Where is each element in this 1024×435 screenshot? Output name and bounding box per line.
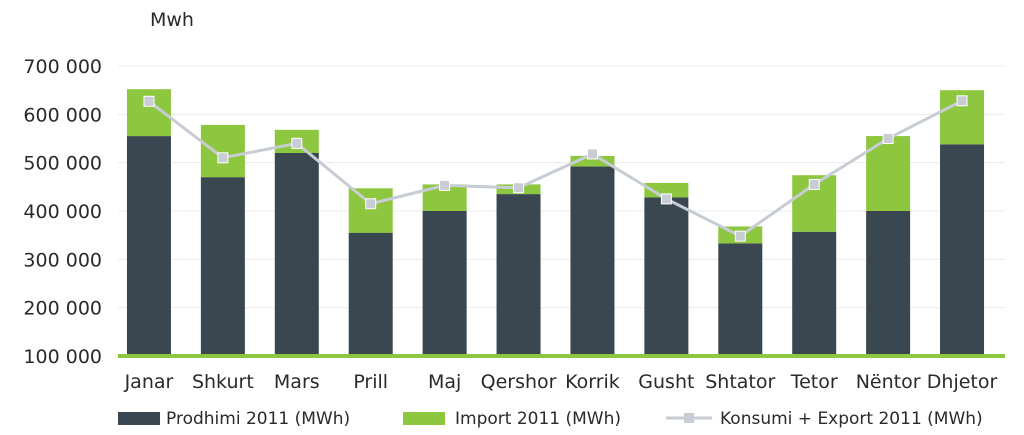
bar-production <box>792 231 837 356</box>
y-axis-tick-labels: 100 000 200 000 300 000 400 000 500 000 600 0… <box>23 56 102 368</box>
line-series-path <box>148 99 963 238</box>
line-point <box>365 198 377 210</box>
line-point <box>143 95 155 107</box>
bars <box>126 89 985 356</box>
bar-production <box>422 211 467 356</box>
line-point <box>439 179 451 191</box>
gridlines <box>118 65 1005 309</box>
bar-import <box>200 124 245 178</box>
y-tick-label: 100 000 <box>23 346 102 368</box>
legend: Prodhimi 2011 (MWh) Import 2011 (MWh) Kons… <box>118 409 983 429</box>
line-point <box>660 193 672 205</box>
x-category-label: Tetor <box>790 371 838 393</box>
x-axis-category-labels: Janar Shkurt Mars Prill Maj Qershor Korrik Gush… <box>124 371 998 393</box>
y-tick-label: 400 000 <box>23 201 102 223</box>
y-tick-label: 700 000 <box>23 56 102 78</box>
x-category-label: Gusht <box>638 371 694 393</box>
x-category-label: Shtator <box>705 371 775 393</box>
line-point <box>734 230 746 242</box>
bar-import <box>348 188 393 233</box>
legend-label-production: Prodhimi 2011 (MWh) <box>166 409 350 429</box>
bar-production <box>200 177 245 356</box>
bar-production <box>940 144 985 356</box>
line-point <box>956 95 968 107</box>
legend-label-consumption: Konsumi + Export 2011 (MWh) <box>720 409 983 429</box>
unit-label: Mwh <box>150 9 194 31</box>
y-tick-label: 500 000 <box>23 153 102 175</box>
legend-marker-consumption <box>684 413 694 423</box>
line-point <box>882 133 894 144</box>
x-category-label: Qershor <box>481 371 557 393</box>
line-point <box>291 137 303 149</box>
bar-production <box>866 211 911 356</box>
line-point <box>513 182 525 194</box>
x-category-label: Dhjetor <box>927 371 998 393</box>
x-category-label: Korrik <box>565 371 620 393</box>
x-category-label: Nëntor <box>856 371 921 393</box>
bar-production <box>718 243 763 356</box>
legend-swatch-production <box>118 412 160 425</box>
bar-production <box>348 232 393 356</box>
legend-label-import: Import 2011 (MWh) <box>455 409 621 429</box>
legend-swatch-import <box>403 412 445 425</box>
bar-production <box>570 166 615 356</box>
bar-import <box>570 155 615 167</box>
x-category-label: Prill <box>353 371 388 393</box>
consumption-line <box>143 95 968 242</box>
bar-production <box>274 153 319 356</box>
bar-production <box>644 197 689 356</box>
y-tick-label: 600 000 <box>23 104 102 126</box>
y-tick-label: 300 000 <box>23 249 102 271</box>
line-point <box>586 148 598 160</box>
line-point <box>217 152 229 164</box>
bar-production <box>496 194 541 356</box>
x-category-label: Janar <box>124 371 174 393</box>
x-category-label: Shkurt <box>192 371 254 393</box>
x-category-label: Maj <box>428 371 461 393</box>
x-category-label: Mars <box>274 371 320 393</box>
line-point <box>808 178 820 190</box>
bar-production <box>126 136 171 356</box>
y-tick-label: 200 000 <box>23 298 102 320</box>
